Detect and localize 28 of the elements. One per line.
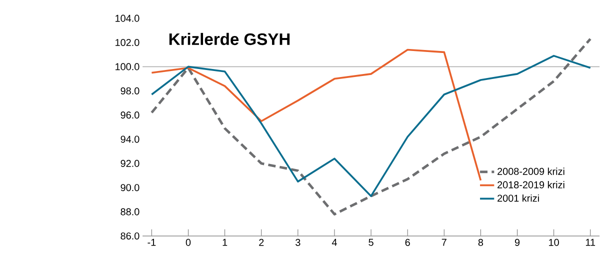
y-tick-label: 102.0	[116, 38, 140, 46]
legend-label: 2001 krizi	[498, 194, 539, 202]
legend-label: 2008-2009 krizi	[498, 167, 564, 175]
y-tick-label: 100.0	[116, 63, 140, 70]
y-tick-label: 92.0	[120, 160, 140, 167]
line-series	[150, 48, 482, 182]
x-tick-label: 3	[296, 238, 300, 246]
x-tick-label: 10	[549, 238, 559, 246]
y-tick-label: 88.0	[120, 208, 140, 216]
y-tick-label: 86.0	[120, 232, 140, 240]
x-tick-label: 2	[259, 238, 264, 246]
text: Krizlerde GSYH	[169, 32, 290, 45]
legend-label: 2018-2019 krizi	[498, 180, 564, 188]
x-tick-label: 11	[586, 238, 596, 246]
x-tick-label: 6	[405, 238, 410, 246]
y-tick-label: 94.0	[120, 136, 140, 143]
y-tick-label: 98.0	[120, 87, 140, 94]
x-tick-label: 5	[368, 238, 374, 246]
x-tick-label: 4	[332, 238, 337, 246]
x-tick-label: 7	[442, 238, 446, 246]
x-tick-label: 8	[478, 238, 484, 246]
x-tick-label: 9	[514, 238, 520, 246]
x-tick-label: 1	[222, 238, 228, 246]
y-tick-label: 104.0	[116, 14, 140, 22]
x-tick-label: 0	[186, 238, 191, 246]
x-tick-label: -1	[148, 238, 156, 246]
y-tick-label: 90.0	[120, 184, 140, 191]
y-tick-label: 96.0	[120, 111, 140, 118]
